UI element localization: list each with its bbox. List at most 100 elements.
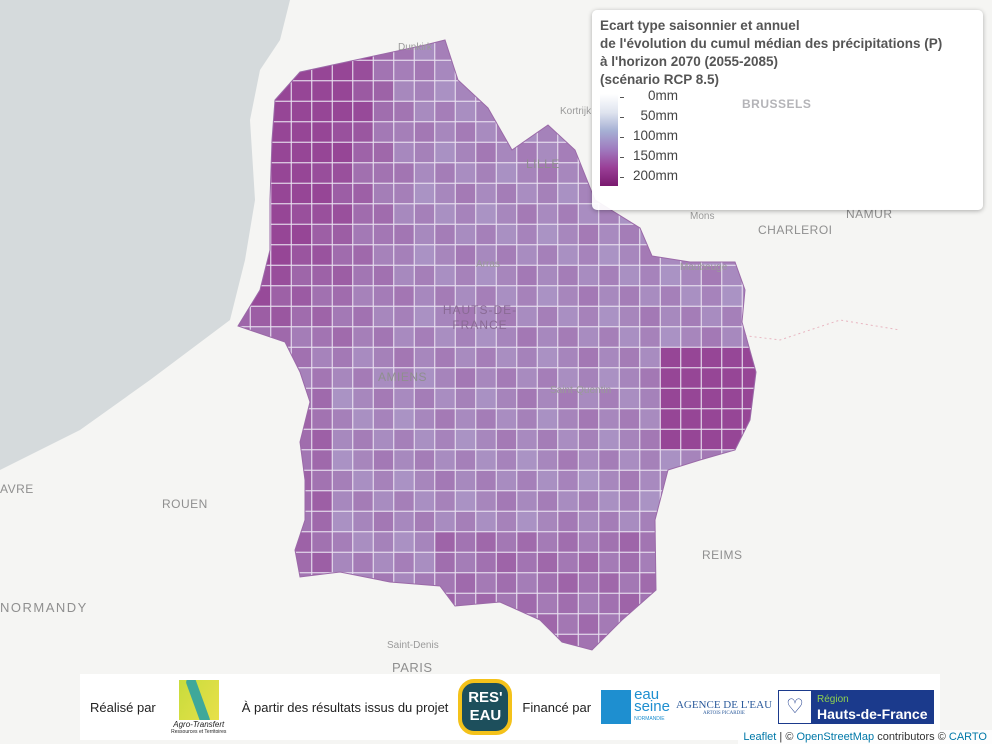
- grid-cell[interactable]: [619, 552, 640, 573]
- grid-cell[interactable]: [373, 203, 394, 225]
- grid-cell[interactable]: [373, 511, 394, 532]
- grid-cell[interactable]: [434, 40, 456, 61]
- grid-cell[interactable]: [352, 634, 374, 655]
- grid-cell[interactable]: [373, 552, 394, 573]
- grid-cell[interactable]: [680, 306, 702, 327]
- grid-cell[interactable]: [639, 429, 661, 450]
- grid-cell[interactable]: [742, 531, 763, 553]
- grid-cell[interactable]: [701, 470, 722, 491]
- grid-cell[interactable]: [311, 142, 333, 163]
- grid-cell[interactable]: [455, 613, 476, 635]
- grid-cell[interactable]: [721, 326, 743, 348]
- grid-cell[interactable]: [352, 285, 374, 307]
- grid-cell[interactable]: [496, 60, 517, 81]
- grid-cell[interactable]: [639, 265, 661, 286]
- grid-cell[interactable]: [291, 101, 312, 122]
- grid-cell[interactable]: [537, 593, 558, 614]
- grid-cell[interactable]: [373, 80, 394, 102]
- grid-cell[interactable]: [270, 224, 292, 245]
- grid-cell[interactable]: [414, 306, 435, 327]
- grid-cell[interactable]: [251, 655, 271, 675]
- grid-cell[interactable]: [598, 347, 620, 368]
- grid-cell[interactable]: [311, 634, 333, 655]
- grid-cell[interactable]: [352, 429, 374, 450]
- grid-cell[interactable]: [414, 326, 435, 348]
- grid-cell[interactable]: [721, 367, 743, 389]
- grid-cell[interactable]: [393, 367, 415, 389]
- grid-cell[interactable]: [374, 655, 394, 675]
- grid-cell[interactable]: [373, 429, 394, 450]
- grid-cell[interactable]: [537, 470, 558, 491]
- grid-cell[interactable]: [230, 613, 251, 635]
- grid-cell[interactable]: [598, 408, 620, 430]
- grid-cell[interactable]: [742, 552, 763, 573]
- grid-cell[interactable]: [332, 347, 353, 368]
- grid-cell[interactable]: [332, 244, 353, 266]
- grid-cell[interactable]: [434, 449, 456, 471]
- grid-cell[interactable]: [311, 613, 333, 635]
- grid-cell[interactable]: [393, 449, 415, 471]
- grid-cell[interactable]: [291, 244, 312, 266]
- grid-cell[interactable]: [270, 572, 292, 594]
- grid-cell[interactable]: [557, 593, 579, 614]
- grid-cell[interactable]: [434, 367, 456, 389]
- grid-cell[interactable]: [270, 162, 292, 184]
- grid-cell[interactable]: [373, 285, 394, 307]
- grid-cell[interactable]: [537, 552, 558, 573]
- grid-cell[interactable]: [250, 552, 271, 573]
- grid-cell[interactable]: [537, 326, 558, 348]
- grid-cell[interactable]: [332, 162, 353, 184]
- grid-cell[interactable]: [537, 429, 558, 450]
- grid-cell[interactable]: [332, 408, 353, 430]
- grid-cell[interactable]: [537, 388, 558, 409]
- grid-cell[interactable]: [496, 470, 517, 491]
- grid-cell[interactable]: [230, 593, 251, 614]
- grid-cell[interactable]: [558, 655, 578, 675]
- grid-cell[interactable]: [619, 408, 640, 430]
- grid-cell[interactable]: [496, 285, 517, 307]
- grid-cell[interactable]: [598, 265, 620, 286]
- grid-cell[interactable]: [475, 224, 497, 245]
- grid-cell[interactable]: [660, 552, 681, 573]
- grid-cell[interactable]: [311, 121, 333, 143]
- grid-cell[interactable]: [496, 388, 517, 409]
- grid-cell[interactable]: [414, 572, 435, 594]
- grid-cell[interactable]: [538, 655, 558, 675]
- grid-cell[interactable]: [578, 347, 599, 368]
- grid-cell[interactable]: [557, 265, 579, 286]
- grid-cell[interactable]: [270, 367, 292, 389]
- grid-cell[interactable]: [455, 408, 476, 430]
- grid-cell[interactable]: [270, 429, 292, 450]
- grid-cell[interactable]: [434, 306, 456, 327]
- grid-cell[interactable]: [455, 121, 476, 143]
- grid-cell[interactable]: [557, 449, 579, 471]
- grid-cell[interactable]: [557, 244, 579, 266]
- grid-cell[interactable]: [434, 285, 456, 307]
- grid-cell[interactable]: [578, 306, 599, 327]
- grid-cell[interactable]: [557, 224, 579, 245]
- grid-cell[interactable]: [578, 634, 599, 655]
- grid-cell[interactable]: [332, 40, 353, 61]
- grid-cell[interactable]: [291, 593, 312, 614]
- grid-cell[interactable]: [373, 60, 394, 81]
- grid-cell[interactable]: [393, 101, 415, 122]
- grid-cell[interactable]: [701, 265, 722, 286]
- grid-cell[interactable]: [742, 511, 763, 532]
- grid-cell[interactable]: [639, 367, 661, 389]
- grid-cell[interactable]: [660, 613, 681, 635]
- grid-cell[interactable]: [598, 449, 620, 471]
- grid-cell[interactable]: [311, 40, 333, 61]
- grid-cell[interactable]: [230, 347, 251, 368]
- grid-cell[interactable]: [537, 142, 558, 163]
- grid-cell[interactable]: [475, 572, 497, 594]
- grid-cell[interactable]: [619, 429, 640, 450]
- grid-cell[interactable]: [537, 224, 558, 245]
- grid-cell[interactable]: [496, 306, 517, 327]
- grid-cell[interactable]: [619, 285, 640, 307]
- grid-cell[interactable]: [619, 244, 640, 266]
- grid-cell[interactable]: [311, 60, 333, 81]
- grid-cell[interactable]: [516, 367, 538, 389]
- grid-cell[interactable]: [537, 572, 558, 594]
- grid-cell[interactable]: [270, 183, 292, 204]
- grid-cell[interactable]: [291, 40, 312, 61]
